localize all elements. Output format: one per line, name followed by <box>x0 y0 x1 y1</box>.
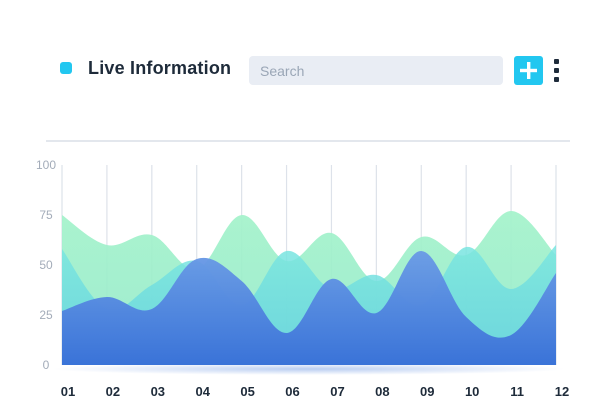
y-tick-label: 25 <box>39 308 53 322</box>
x-tick-label: 08 <box>375 384 389 399</box>
x-tick-label: 11 <box>510 384 524 399</box>
square-bullet-icon <box>60 62 72 74</box>
add-button[interactable] <box>514 56 543 85</box>
more-vertical-icon[interactable] <box>550 56 562 85</box>
search-input[interactable] <box>249 56 503 85</box>
header-divider <box>46 140 570 142</box>
x-tick-label: 01 <box>61 384 75 399</box>
x-tick-label: 06 <box>285 384 299 399</box>
more-dot <box>553 77 559 82</box>
y-tick-label: 100 <box>36 158 56 172</box>
more-dot <box>553 59 559 64</box>
x-tick-label: 03 <box>151 384 165 399</box>
x-tick-label: 04 <box>195 384 210 399</box>
y-tick-label: 75 <box>39 208 53 222</box>
y-tick-label: 50 <box>39 258 53 272</box>
x-tick-label: 05 <box>240 384 254 399</box>
x-tick-label: 07 <box>330 384 344 399</box>
chart-header: Live Information <box>0 0 608 100</box>
area-series-blue <box>62 250 556 365</box>
x-tick-label: 10 <box>465 384 479 399</box>
x-tick-label: 02 <box>106 384 120 399</box>
title-group: Live Information <box>60 56 231 80</box>
chart-base-shadow <box>52 363 566 375</box>
chart-title: Live Information <box>88 57 232 78</box>
more-dot <box>553 68 559 73</box>
y-tick-label: 0 <box>43 358 50 372</box>
plus-icon <box>520 62 537 79</box>
x-tick-label: 12 <box>555 384 569 399</box>
x-tick-label: 09 <box>420 384 434 399</box>
